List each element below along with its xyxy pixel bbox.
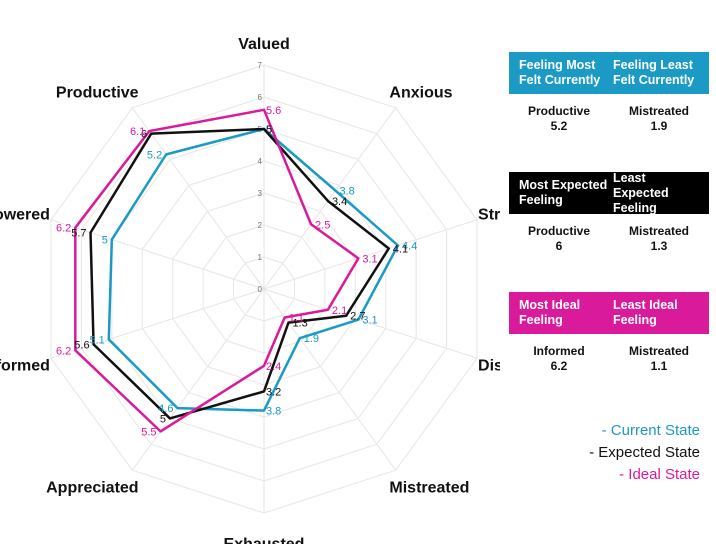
value-label-expected-state-exhausted: 3.2 bbox=[266, 386, 281, 398]
legend: - Current State - Expected State - Ideal… bbox=[560, 420, 700, 486]
spoke-9 bbox=[131, 107, 265, 290]
value-label-expected-state-informed: 5.6 bbox=[74, 339, 89, 351]
axis-label-anxious: Anxious bbox=[389, 85, 452, 102]
axis-label-informed: Informed bbox=[0, 357, 50, 374]
panel-current-least-value: 1.9 bbox=[650, 119, 668, 133]
value-label-ideal-state-anxious: 2.5 bbox=[315, 219, 330, 231]
panel-expected-most-value: 6 bbox=[555, 239, 563, 253]
spoke-8 bbox=[50, 219, 265, 290]
panel-expected-least: Mistreated 1.3 bbox=[609, 224, 709, 254]
value-label-expected-state-mistreated: 1.3 bbox=[292, 318, 307, 330]
panel-ideal-most-name: Informed bbox=[533, 344, 585, 358]
panel-current-head-right: Feeling Least Felt Currently bbox=[613, 58, 695, 87]
value-label-current-state-disorganised: 3.1 bbox=[362, 315, 377, 327]
legend-expected-state: - Expected State bbox=[589, 444, 700, 461]
axis-label-stressed: Stressed bbox=[478, 207, 500, 224]
value-label-current-state-anxious: 3.8 bbox=[339, 186, 354, 198]
axis-label-productive: Productive bbox=[56, 85, 139, 102]
value-label-current-state-mistreated: 1.9 bbox=[304, 333, 319, 345]
panel-ideal-least-value: 1.1 bbox=[650, 359, 668, 373]
value-label-current-state-productive: 5.2 bbox=[147, 149, 162, 161]
axis-label-disorganised: Disorganised bbox=[478, 357, 500, 374]
panel-ideal-most: Informed 6.2 bbox=[509, 344, 609, 374]
value-label-ideal-state-disorganised: 2.1 bbox=[332, 305, 347, 317]
panel-current-head-left: Feeling Most Felt Currently bbox=[519, 58, 601, 87]
spoke-4 bbox=[263, 288, 397, 471]
panel-expected-most: Productive 6 bbox=[509, 224, 609, 254]
value-label-current-state-valued: 5 bbox=[266, 124, 272, 136]
panel-current-most-value: 5.2 bbox=[550, 119, 568, 133]
panel-ideal-least: Mistreated 1.1 bbox=[609, 344, 709, 374]
value-label-ideal-state-stressed: 3.1 bbox=[362, 253, 377, 265]
value-label-current-state-appreciated: 4.6 bbox=[158, 403, 173, 415]
panel-ideal-least-name: Mistreated bbox=[628, 344, 690, 358]
spoke-7 bbox=[50, 288, 265, 359]
value-label-ideal-state-empowered: 6.2 bbox=[56, 223, 71, 235]
panel-expected-header: Most Expected Feeling Least Expected Fee… bbox=[509, 170, 709, 215]
panel-expected-most-name: Productive bbox=[527, 224, 590, 238]
tick-label-4: 4 bbox=[258, 157, 263, 166]
panel-expected-body: Productive 6 Mistreated 1.3 bbox=[509, 224, 709, 254]
value-label-current-state-stressed: 4.4 bbox=[402, 240, 417, 252]
value-label-ideal-state-mistreated: 1.1 bbox=[289, 312, 304, 324]
panel-ideal-header: Most Ideal Feeling Least Ideal Feeling bbox=[509, 292, 709, 334]
value-label-expected-state-appreciated: 5 bbox=[160, 413, 166, 425]
tick-label-1: 1 bbox=[258, 253, 263, 262]
axis-label-mistreated: Mistreated bbox=[389, 479, 469, 496]
value-label-expected-state-disorganised: 2.7 bbox=[350, 311, 365, 323]
legend-ideal-state: - Ideal State bbox=[619, 466, 700, 483]
panel-expected-head-right: Least Expected Feeling bbox=[613, 170, 669, 215]
panel-ideal-head-left: Most Ideal Feeling bbox=[519, 298, 581, 327]
series-current-state bbox=[107, 127, 400, 412]
value-label-current-state-empowered: 5 bbox=[102, 235, 108, 247]
radar-chart: 0 1 2 3 4 5 6 7 Valued Anxious Stressed Disorganise… bbox=[0, 36, 500, 544]
spoke-3 bbox=[263, 288, 478, 359]
legend-current-state: - Current State bbox=[601, 422, 700, 439]
panel-current-header: Feeling Most Felt Currently Feeling Leas… bbox=[509, 52, 709, 94]
value-label-ideal-state-appreciated: 5.5 bbox=[141, 426, 156, 438]
axis-label-empowered: Empowered bbox=[0, 207, 50, 224]
value-label-expected-state-stressed: 4.1 bbox=[393, 243, 408, 255]
panel-expected-head-left: Most Expected Feeling bbox=[519, 178, 608, 207]
value-label-ideal-state-valued: 5.6 bbox=[266, 105, 281, 117]
panel-current-body: Productive 5.2 Mistreated 1.9 bbox=[509, 104, 709, 134]
panel-ideal-state: Most Ideal Feeling Least Ideal Feeling I… bbox=[509, 292, 709, 374]
tick-label-7: 7 bbox=[258, 61, 263, 70]
tick-label-3: 3 bbox=[258, 189, 263, 198]
panel-ideal-body: Informed 6.2 Mistreated 1.1 bbox=[509, 344, 709, 374]
spoke-2 bbox=[263, 219, 478, 290]
panel-expected-least-value: 1.3 bbox=[650, 239, 668, 253]
value-label-expected-state-productive: 6 bbox=[141, 129, 147, 141]
series-ideal-state bbox=[74, 108, 360, 433]
panel-ideal-most-value: 6.2 bbox=[550, 359, 568, 373]
spoke-6 bbox=[131, 288, 265, 471]
tick-label-0: 0 bbox=[258, 285, 263, 294]
value-label-ideal-state-productive: 6.1 bbox=[130, 126, 145, 138]
value-label-expected-state-empowered: 5.7 bbox=[71, 228, 86, 240]
axis-label-appreciated: Appreciated bbox=[46, 479, 138, 496]
tick-label-6: 6 bbox=[258, 93, 263, 102]
series-expected-state bbox=[89, 127, 391, 420]
value-label-ideal-state-informed: 6.2 bbox=[56, 345, 71, 357]
value-label-ideal-state-exhausted: 2.4 bbox=[266, 361, 281, 373]
tick-label-2: 2 bbox=[258, 221, 263, 230]
value-label-current-state-exhausted: 3.8 bbox=[266, 406, 281, 418]
spoke-1 bbox=[263, 107, 397, 290]
axis-label-valued: Valued bbox=[238, 36, 290, 53]
panel-current-least: Mistreated 1.9 bbox=[609, 104, 709, 134]
value-label-expected-state-valued: 5 bbox=[266, 124, 272, 136]
value-label-expected-state-anxious: 3.4 bbox=[332, 196, 347, 208]
value-label-current-state-informed: 5.1 bbox=[89, 334, 104, 346]
panel-ideal-head-right: Least Ideal Feeling bbox=[613, 298, 678, 327]
panel-expected-least-name: Mistreated bbox=[628, 224, 690, 238]
panel-expected-state: Most Expected Feeling Least Expected Fee… bbox=[509, 170, 709, 254]
panel-current-most-name: Productive bbox=[527, 104, 590, 118]
panel-current-most: Productive 5.2 bbox=[509, 104, 609, 134]
axis-label-exhausted: Exhausted bbox=[224, 536, 305, 544]
panel-current-least-name: Mistreated bbox=[628, 104, 690, 118]
panel-current-state: Feeling Most Felt Currently Feeling Leas… bbox=[509, 52, 709, 134]
